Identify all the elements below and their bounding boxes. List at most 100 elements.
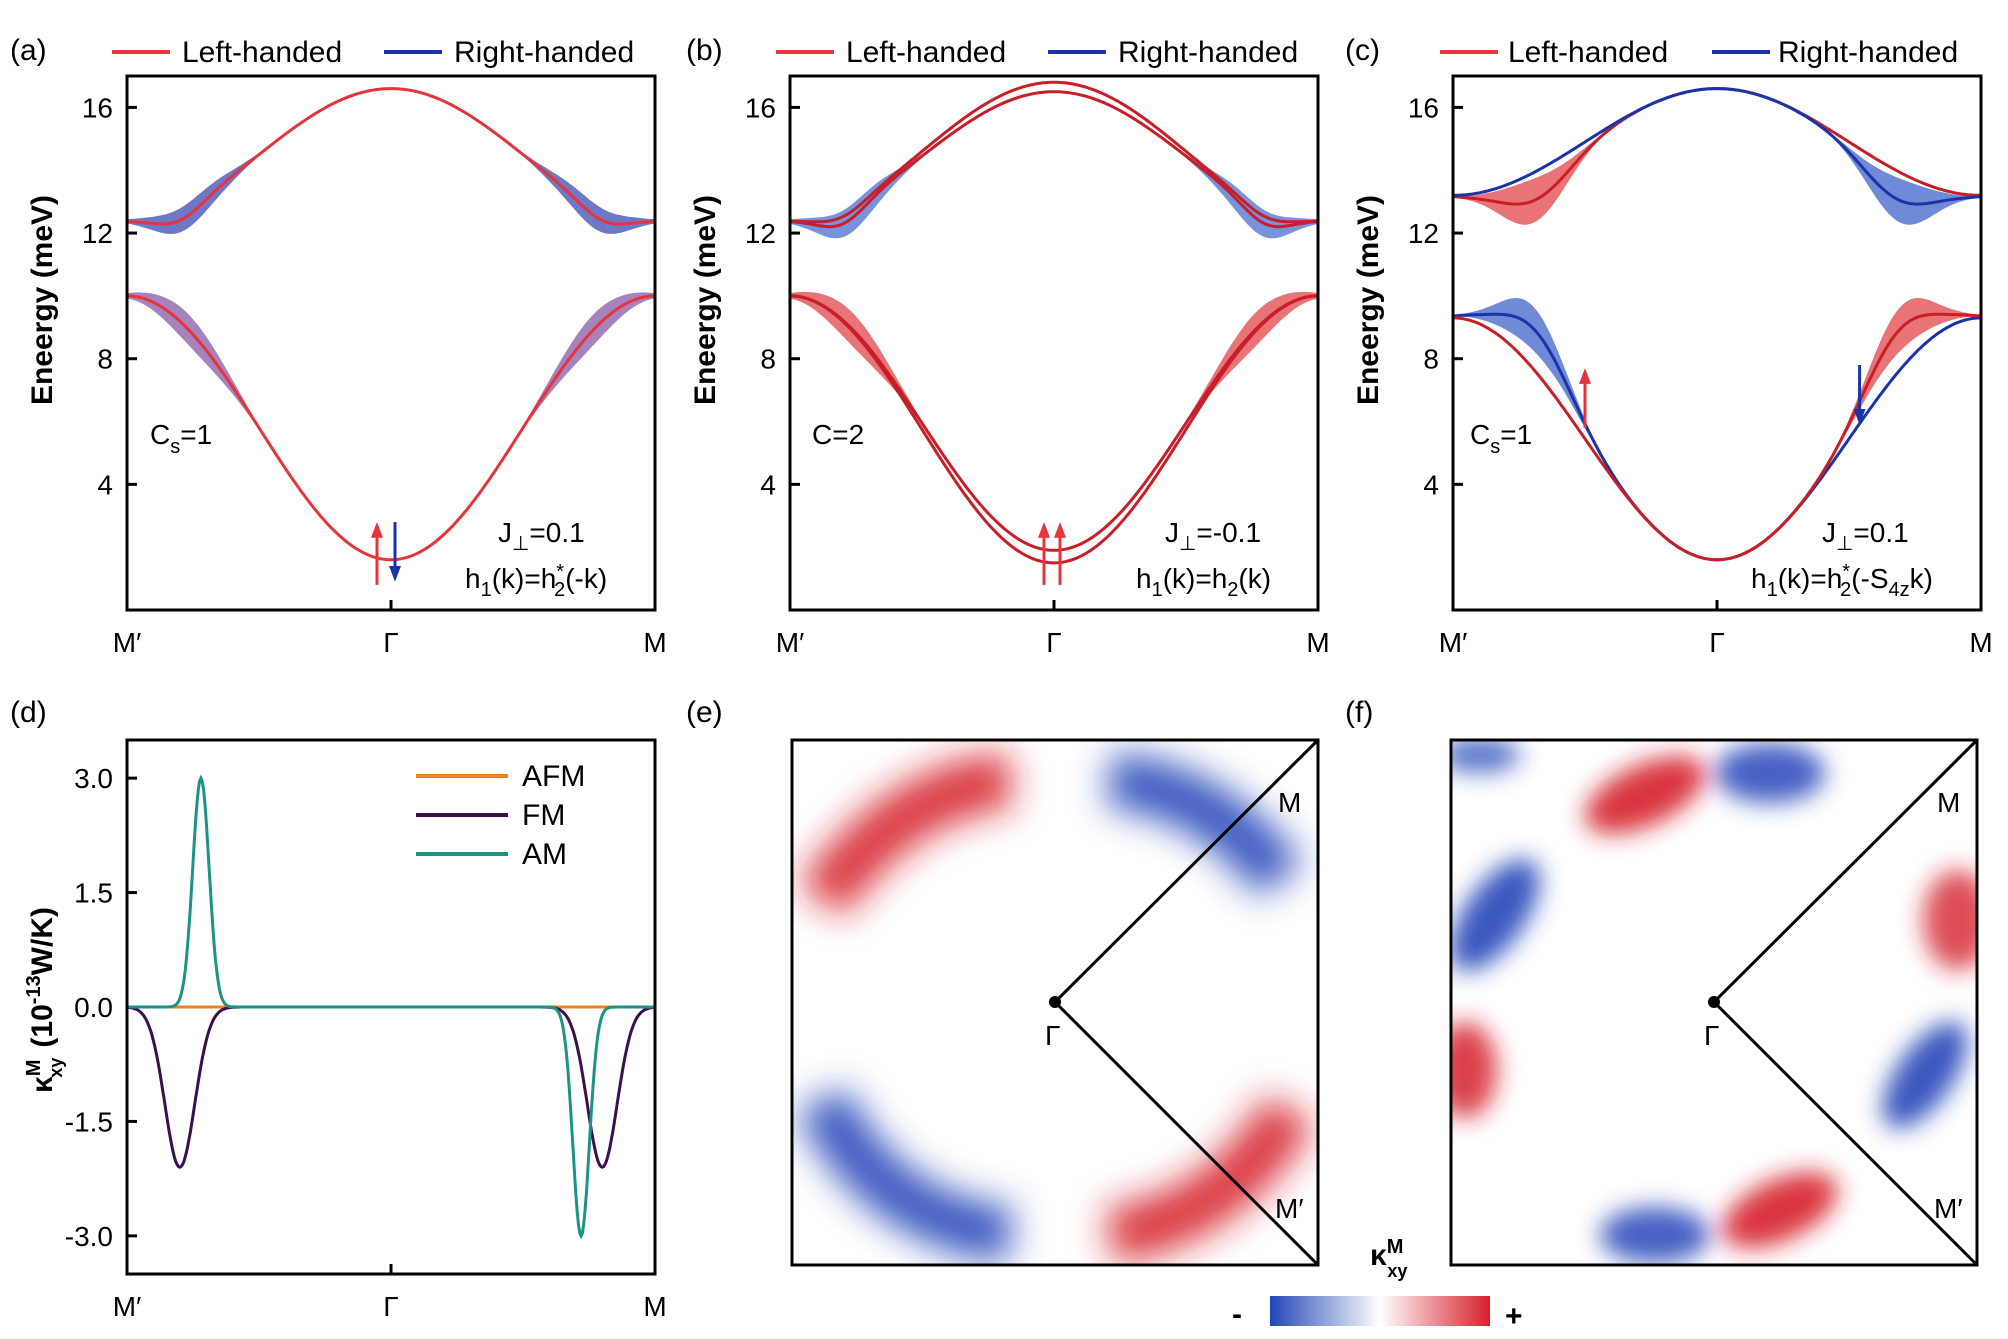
j-label-b: J⊥=-0.1 bbox=[1165, 517, 1261, 555]
panel-e-label: (e) bbox=[686, 696, 723, 729]
berry-shade-lower-blue bbox=[1453, 298, 1981, 560]
annotations-c: Cs=1 J⊥=0.1 h1(k)=h* 2(-S4zk) bbox=[1470, 419, 1933, 601]
x-tick-label: Γ bbox=[383, 1291, 398, 1322]
colorbar-minus: - bbox=[1232, 1298, 1242, 1331]
y-ticks-b: 4 8 12 16 bbox=[745, 92, 800, 500]
legend-a: Left-handed Right-handed bbox=[112, 36, 634, 69]
lobe-f-blue-right bbox=[1882, 1021, 1968, 1129]
gamma-point-f bbox=[1708, 996, 1720, 1008]
x-tick-label: M bbox=[643, 1291, 666, 1322]
lobe-e-red-topleft bbox=[799, 752, 1014, 917]
y-tick-label: -1.5 bbox=[65, 1106, 113, 1137]
bands-b bbox=[789, 80, 1319, 585]
y-axis-label-a: Eneergy (meV) bbox=[26, 195, 59, 405]
legend-am-label: AM bbox=[522, 838, 567, 871]
heatmap-e-lobes bbox=[797, 752, 1314, 1263]
legend-b: Left-handed Right-handed bbox=[776, 36, 1298, 69]
y-tick-label: 12 bbox=[82, 218, 113, 249]
x-ticks-c: M′ Γ M bbox=[1439, 600, 1993, 658]
h-label-a: h1(k)=h* 2(-k) bbox=[465, 561, 607, 601]
heatmap-f-lobes bbox=[1451, 740, 1977, 1263]
y-tick-label: 12 bbox=[1408, 218, 1439, 249]
berry-shade-upper-red bbox=[1453, 88, 1981, 225]
y-tick-label: 8 bbox=[1423, 344, 1439, 375]
x-tick-label: Γ bbox=[1046, 627, 1061, 658]
legend-fm-label: FM bbox=[522, 799, 565, 832]
band-1 bbox=[789, 90, 1319, 229]
legend-left-label: Left-handed bbox=[846, 36, 1006, 69]
y-tick-label: 16 bbox=[745, 92, 776, 123]
spin-up-arrowhead bbox=[1579, 368, 1591, 384]
y-ticks-c: 4 8 12 16 bbox=[1408, 92, 1463, 500]
mprime-label-e: M′ bbox=[1275, 1193, 1304, 1224]
spin-up-arrowhead bbox=[1038, 522, 1050, 538]
y-tick-label: -3.0 bbox=[65, 1221, 113, 1252]
panel-d: d (d) κMxy(10-13W/K) 3.01.50.0-1.5-3.0 A… bbox=[10, 696, 667, 1322]
lobe-f-blue-left bbox=[1451, 859, 1540, 971]
lobe-f-blue-bottom bbox=[1600, 1207, 1710, 1263]
heatmap-f-frame bbox=[1449, 738, 1979, 1267]
berry-shade-upper bbox=[127, 88, 655, 234]
colorbar-gradient bbox=[1270, 1296, 1490, 1326]
panel-b-label: (b) bbox=[686, 34, 723, 67]
lobe-f-blue-top bbox=[1715, 743, 1825, 803]
legend-afm-label: AFM bbox=[522, 760, 585, 793]
legend-right-label: Right-handed bbox=[1118, 36, 1298, 69]
y-tick-label: 12 bbox=[745, 218, 776, 249]
lobe-e-blue-topright bbox=[1106, 752, 1303, 897]
annotations-a: Cs=1 J⊥=0.1 h1(k)=h* 2(-k) bbox=[150, 419, 607, 601]
y-tick-label: 3.0 bbox=[74, 763, 113, 794]
j-label-a: J⊥=0.1 bbox=[498, 517, 585, 555]
gamma-label-f: Γ bbox=[1704, 1020, 1719, 1051]
band-lower bbox=[127, 294, 655, 562]
y-tick-label: 8 bbox=[760, 344, 776, 375]
panel-f-label: (f) bbox=[1345, 696, 1373, 729]
x-tick-label: Γ bbox=[1709, 627, 1724, 658]
y-ticks-d: 3.0 1.5 0.0 -1.5 -3.0 bbox=[65, 763, 137, 1252]
y-axis-label-c: Eneergy (meV) bbox=[1352, 195, 1385, 405]
panel-b: (b) Left-handed Right-handed Eneergy (me… bbox=[686, 34, 1330, 658]
curve-fm bbox=[126, 1005, 656, 1169]
lobe-f-red-left bbox=[1451, 1022, 1497, 1118]
y-tick-label: 4 bbox=[1423, 469, 1439, 500]
band-lower-left bbox=[1453, 312, 1982, 562]
lobe-f-red-top bbox=[1584, 756, 1706, 834]
spin-down-arrowhead bbox=[1853, 408, 1866, 425]
berry-shade-lower bbox=[790, 291, 1318, 551]
panel-d-label-visible: (d) bbox=[10, 696, 47, 729]
y-ticks-a: 4 8 12 16 bbox=[82, 92, 137, 500]
heatmap-e-frame bbox=[790, 738, 1320, 1267]
panel-f: (f) Γ M M′ bbox=[1345, 696, 1979, 1267]
annotations-b: C=2 J⊥=-0.1 h1(k)=h2(k) bbox=[812, 419, 1271, 601]
band-3 bbox=[790, 294, 1318, 565]
berry-shade-lower-red bbox=[1453, 298, 1981, 560]
lobe-e-red-bottomright bbox=[1105, 1095, 1314, 1263]
lobe-e-blue-bottomleft bbox=[797, 1087, 1014, 1263]
band-2 bbox=[790, 294, 1318, 552]
lobe-f-red-bottom bbox=[1722, 1172, 1838, 1248]
legend-left-label: Left-handed bbox=[1508, 36, 1668, 69]
y-tick-label: 16 bbox=[82, 92, 113, 123]
legend-c: Left-handed Right-handed bbox=[1440, 36, 1958, 69]
gamma-point-e bbox=[1049, 996, 1061, 1008]
colorbar-plus: + bbox=[1505, 1300, 1523, 1333]
kappa-ylabel: κMxy(10-13W/K) bbox=[23, 907, 66, 1093]
mprime-label-f: M′ bbox=[1934, 1193, 1963, 1224]
gamma-label-e: Γ bbox=[1045, 1020, 1060, 1051]
band-0 bbox=[789, 80, 1319, 224]
spin-up-arrowhead bbox=[371, 522, 383, 538]
h-label-c: h1(k)=h* 2(-S4zk) bbox=[1751, 561, 1933, 601]
panel-e: (e) Γ M M′ bbox=[686, 696, 1320, 1267]
y-tick-label: 4 bbox=[760, 469, 776, 500]
x-ticks-a: M′ Γ M bbox=[113, 600, 667, 658]
y-tick-label: 8 bbox=[97, 344, 113, 375]
y-axis-label-b: Eneergy (meV) bbox=[689, 195, 722, 405]
legend-right-label: Right-handed bbox=[1778, 36, 1958, 69]
chern-label-a: Cs=1 bbox=[150, 419, 212, 458]
colorbar-title: κM xy bbox=[1370, 1236, 1407, 1281]
berry-shade-upper bbox=[790, 91, 1318, 239]
berry-shade-upper-blue bbox=[1453, 88, 1981, 225]
y-tick-label: 16 bbox=[1408, 92, 1439, 123]
chern-label-c: Cs=1 bbox=[1470, 419, 1532, 458]
